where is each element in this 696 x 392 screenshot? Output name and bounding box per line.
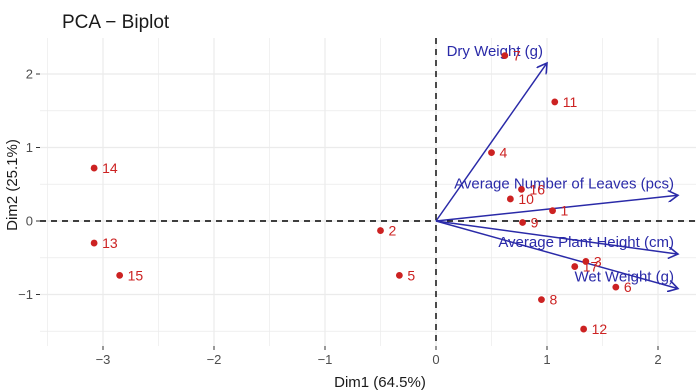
x-axis-label: Dim1 (64.5%) [334, 374, 426, 391]
x-tick-label: −3 [96, 352, 111, 367]
point-label: 17 [583, 259, 599, 275]
data-point [377, 227, 384, 234]
point-label: 15 [128, 267, 144, 283]
data-point [395, 271, 403, 279]
point-label: 3 [594, 253, 602, 269]
x-tick-label: −1 [318, 352, 333, 367]
data-point [90, 164, 98, 172]
variable-arrow [435, 220, 678, 254]
point-label: 1 [561, 203, 569, 219]
chart-title: PCA − Biplot [62, 12, 170, 33]
data-point [538, 296, 545, 304]
point-label: 10 [518, 191, 534, 207]
data-point [488, 149, 495, 157]
data-point [580, 325, 588, 333]
x-tick-label: 2 [654, 352, 661, 367]
data-point [501, 52, 509, 60]
x-tick-label: 1 [543, 352, 550, 367]
point-label: 7 [513, 48, 521, 64]
data-point [116, 271, 124, 279]
data-point [90, 239, 98, 247]
y-tick-label: −1 [18, 287, 33, 302]
x-tick-label: 0 [432, 352, 439, 367]
point-label: 13 [102, 235, 118, 251]
point-label: 8 [549, 292, 557, 308]
data-point [519, 219, 526, 226]
variable-label: Wet Weight (g) [574, 269, 673, 286]
data-point [549, 207, 556, 215]
data-point [506, 195, 514, 203]
variable-arrows: Dry Weight (g) Average Number of Leaves (… [435, 43, 678, 289]
point-label: 12 [592, 321, 608, 337]
point-label: 5 [407, 267, 415, 283]
variable-arrow [435, 195, 678, 222]
point-label: 6 [624, 279, 632, 295]
variable-arrow [435, 63, 547, 222]
y-tick-label: 2 [26, 67, 33, 82]
y-tick-label: 0 [26, 214, 33, 229]
point-label: 16 [529, 181, 545, 197]
point-label: 9 [531, 214, 539, 230]
data-point [582, 258, 590, 265]
variable-arrow [435, 220, 678, 289]
data-point [518, 185, 525, 193]
x-tick-label: −2 [207, 352, 222, 367]
point-label: 14 [102, 160, 118, 176]
y-tick-label: 1 [26, 140, 33, 155]
data-point [612, 283, 620, 291]
data-point [551, 98, 559, 106]
point-label: 2 [389, 223, 397, 239]
point-label: 4 [500, 145, 508, 161]
reference-lines [40, 38, 696, 346]
variable-label: Average Plant Height (cm) [498, 234, 674, 251]
data-point [571, 263, 579, 270]
point-label: 11 [563, 94, 578, 110]
y-axis-label: Dim2 (25.1%) [4, 139, 21, 231]
variable-label: Dry Weight (g) [447, 43, 543, 60]
variable-label: Average Number of Leaves (pcs) [454, 175, 674, 192]
